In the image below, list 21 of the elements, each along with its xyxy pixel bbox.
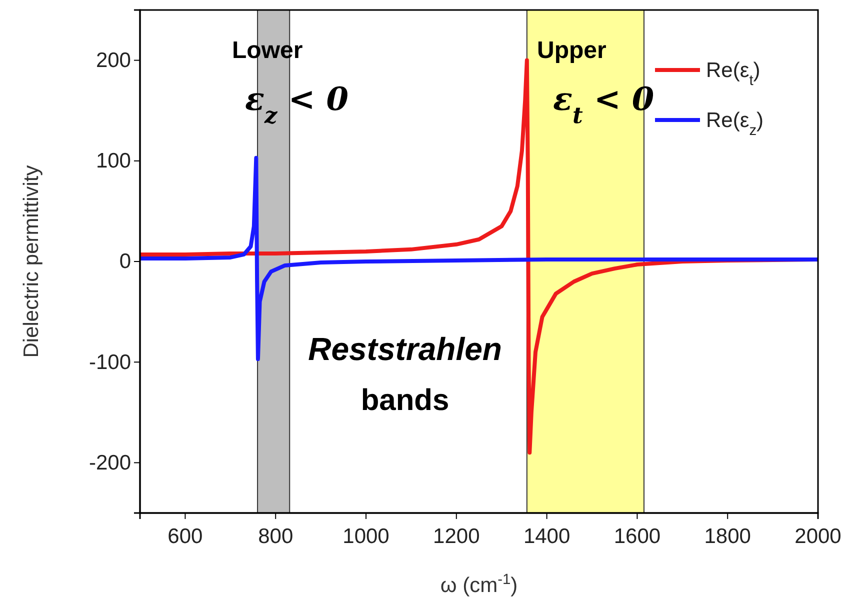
annotation: bands	[360, 384, 450, 417]
y-axis-title: Dielectric permittivity	[20, 164, 43, 358]
y-tick-label: 100	[96, 150, 131, 173]
legend-label: Re(ε$_{t}$)	[706, 59, 760, 89]
x-tick-label: 1800	[704, 525, 751, 548]
x-tick-label: 1400	[523, 525, 570, 548]
x-tick-label: 600	[168, 525, 203, 548]
line-series	[138, 156, 820, 362]
y-tick-label: 0	[119, 250, 131, 274]
y-tick-label: -100	[88, 350, 131, 374]
x-tick-label: 800	[258, 525, 294, 548]
x-tick-label: 2000	[794, 525, 842, 548]
y-tick-label: -200	[88, 451, 131, 474]
annotation: Upper	[537, 37, 606, 64]
x-tick-label: 1200	[433, 525, 480, 548]
legend-label: Re(ε$_{z}$)	[706, 109, 764, 139]
x-axis-title: ω (cm$^{-1}$)	[440, 572, 518, 597]
y-tick-label: 200	[96, 49, 131, 72]
x-tick-label: 1000	[342, 525, 390, 548]
annotation: Reststrahlen	[308, 331, 502, 367]
x-tick-label: 1600	[614, 525, 661, 548]
